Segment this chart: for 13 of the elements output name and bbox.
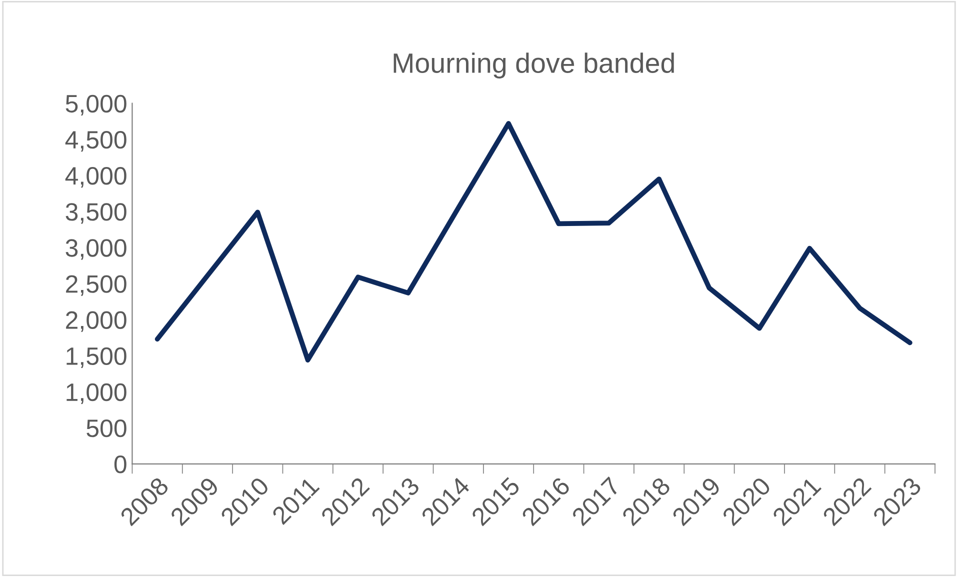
y-tick-label: 3,500 (66, 203, 126, 224)
y-tick-label: 1,500 (66, 347, 126, 368)
chart-title: Mourning dove banded (394, 52, 674, 78)
y-tick-label: 4,000 (65, 167, 126, 188)
y-tick-label: 500 (86, 419, 126, 438)
y-tick-label: 1,000 (66, 383, 126, 404)
line-series (154, 121, 912, 362)
y-tick-label: 3,000 (66, 239, 126, 260)
y-tick-label: 0 (114, 456, 126, 474)
y-tick-label: 2,000 (66, 311, 126, 332)
y-tick-label: 2,500 (66, 275, 126, 296)
y-tick-label: 4,500 (65, 130, 126, 152)
y-tick-label: 5,000 (66, 94, 126, 116)
